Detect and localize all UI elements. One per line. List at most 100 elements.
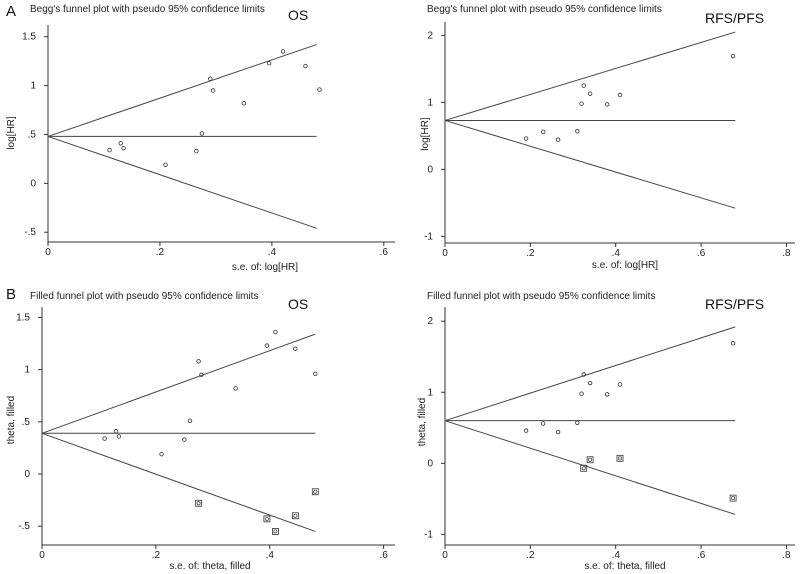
filled-study-point: [580, 464, 588, 472]
y-tick-label: 1: [427, 387, 433, 398]
study-point: [159, 451, 164, 457]
y-axis-label: log[HR]: [6, 116, 17, 150]
study-point: [581, 372, 586, 377]
study-point: [540, 129, 546, 135]
study-point: [208, 76, 213, 81]
x-tick-label: .6: [697, 248, 706, 259]
plot-b-rfs-pfs: Filled funnel plot with pseudo 95% confi…: [417, 291, 795, 572]
filled-study-point-inner: [273, 529, 278, 534]
x-tick-label: .4: [612, 248, 621, 259]
study-point: [210, 88, 216, 93]
study-point: [575, 128, 580, 134]
filled-study-point: [586, 456, 594, 464]
plot-a-rfs-pfs: Begg's funnel plot with pseudo 95% confi…: [420, 4, 795, 271]
study-point: [555, 429, 561, 435]
study-point: [187, 418, 193, 423]
x-tick-label: .2: [156, 247, 165, 258]
corner-label: RFS/PFS: [705, 10, 764, 26]
filled-study-point-inner: [313, 489, 318, 494]
y-tick-label: -1: [424, 231, 433, 242]
study-point: [118, 141, 123, 146]
lower-confidence-limit: [444, 119, 736, 209]
filled-study-point-inner: [264, 516, 269, 521]
plot-a-os: Begg's funnel plot with pseudo 95% confi…: [6, 4, 395, 273]
filled-study-point-inner: [588, 457, 593, 462]
plot-title: Begg's funnel plot with pseudo 95% confi…: [427, 4, 662, 15]
y-tick-label: 0: [30, 178, 36, 189]
x-tick-label: 0: [45, 247, 51, 258]
study-point: [199, 131, 205, 136]
x-axis-label: s.e. of: log[HR]: [232, 262, 298, 273]
filled-study-point-inner: [731, 496, 736, 501]
y-tick-label: .5: [22, 417, 31, 428]
study-point: [233, 386, 238, 391]
x-axis-label: s.e. of: log[HR]: [592, 260, 658, 271]
study-point: [317, 87, 322, 92]
y-tick-label: 0: [427, 458, 433, 469]
study-point: [194, 148, 199, 154]
filled-study-point: [291, 512, 299, 520]
y-tick-label: 0: [24, 469, 30, 480]
plot-title: Filled funnel plot with pseudo 95% confi…: [427, 291, 655, 302]
study-point: [604, 102, 610, 107]
x-tick-label: .4: [612, 550, 621, 561]
upper-confidence-limit: [444, 326, 736, 422]
corner-label: OS: [288, 296, 308, 312]
study-point: [266, 60, 272, 66]
filled-study-point: [311, 488, 319, 496]
lower-confidence-limit: [47, 135, 317, 229]
study-point: [579, 101, 584, 106]
y-tick-label: 2: [427, 30, 433, 41]
filled-study-point-inner: [618, 456, 622, 461]
study-point: [540, 421, 546, 426]
filled-study-point: [272, 528, 279, 535]
filled-study-point-inner: [581, 466, 586, 471]
panel-label-a: A: [6, 3, 16, 20]
filled-study-point-inner: [196, 501, 201, 506]
x-tick-label: .4: [266, 550, 275, 561]
study-point: [241, 100, 247, 106]
upper-confidence-limit: [444, 31, 736, 121]
study-point: [280, 49, 286, 54]
study-point: [587, 91, 593, 96]
study-point: [264, 343, 270, 348]
study-point: [581, 83, 586, 88]
plot-title: Begg's funnel plot with pseudo 95% confi…: [30, 4, 265, 15]
upper-confidence-limit: [47, 44, 317, 137]
study-point: [555, 137, 561, 143]
y-tick-label: -1: [424, 529, 433, 540]
x-tick-label: .8: [782, 550, 791, 561]
x-tick-label: .2: [526, 550, 535, 561]
panel-label-b: B: [6, 286, 16, 303]
y-tick-label: -.5: [18, 521, 30, 532]
x-tick-label: .6: [380, 247, 389, 258]
study-point: [575, 420, 580, 426]
x-tick-label: .8: [782, 248, 791, 259]
filled-study-point: [729, 494, 737, 502]
y-tick-label: 1: [30, 81, 36, 92]
lower-confidence-limit: [444, 420, 736, 515]
y-tick-label: 1: [24, 365, 30, 376]
upper-confidence-limit: [41, 333, 316, 434]
filled-study-point: [195, 499, 202, 507]
plot-title: Filled funnel plot with pseudo 95% confi…: [30, 291, 258, 302]
plot-b-os: Filled funnel plot with pseudo 95% confi…: [6, 291, 395, 572]
study-point: [273, 329, 278, 335]
x-tick-label: .6: [379, 550, 388, 561]
lower-confidence-limit: [41, 432, 316, 532]
study-point: [617, 92, 623, 98]
y-axis-label: theta, filled: [417, 398, 428, 446]
study-point: [730, 53, 736, 59]
study-point: [116, 434, 122, 439]
y-tick-label: 1: [427, 97, 433, 108]
study-point: [293, 346, 298, 351]
filled-study-point: [616, 454, 624, 462]
study-point: [730, 341, 736, 346]
x-tick-label: .2: [526, 248, 535, 259]
study-point: [102, 436, 107, 441]
y-tick-label: 1.5: [16, 312, 30, 323]
study-point: [163, 162, 168, 167]
study-point: [121, 145, 126, 151]
x-axis-label: s.e. of: theta, filled: [169, 561, 250, 572]
